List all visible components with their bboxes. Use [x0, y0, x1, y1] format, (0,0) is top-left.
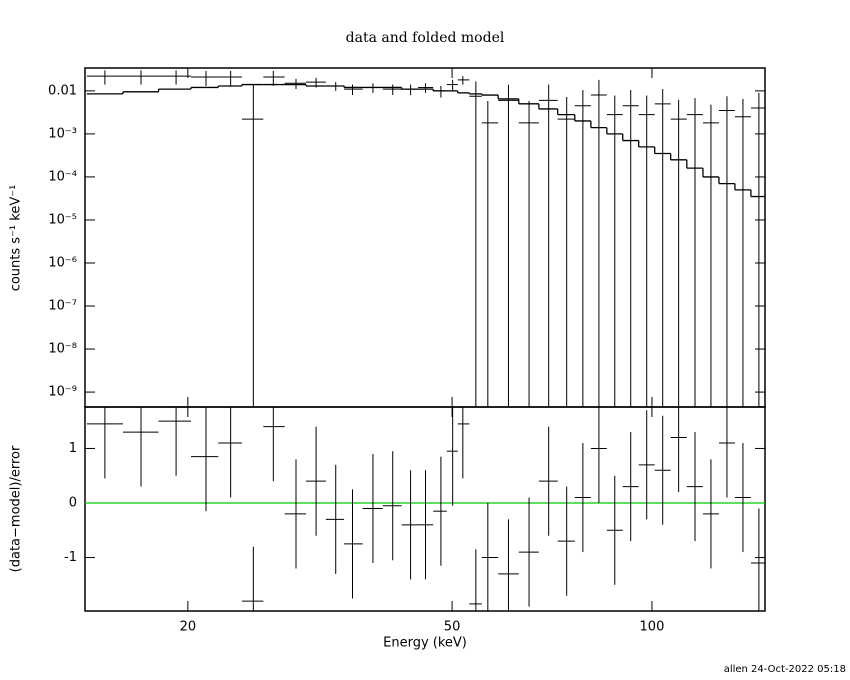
y-tick-label: 10⁻⁴: [48, 169, 77, 184]
y-tick-label: 10⁻⁹: [48, 385, 77, 400]
y-tick-label: 10⁻⁶: [48, 255, 77, 270]
y-tick-label: 0.01: [48, 83, 77, 98]
x-tick-label: 50: [444, 620, 461, 635]
x-tick-label: 100: [640, 620, 665, 635]
x-tick-label: 20: [180, 620, 197, 635]
y-tick-label: 10⁻⁷: [48, 299, 77, 314]
y-tick-label: 10⁻⁵: [48, 212, 77, 227]
x-axis-label: Energy (keV): [383, 636, 467, 651]
y-tick-label: 10⁻³: [48, 126, 77, 141]
footer: allen 24-Oct-2022 05:18: [724, 664, 846, 675]
y-axis-label: counts s⁻¹ keV⁻¹: [9, 185, 24, 292]
y-tick-label: 0: [69, 496, 77, 511]
y-tick-label: 10⁻⁸: [48, 342, 77, 357]
plot-frame: [84, 406, 766, 612]
residual-y-axis-label: (data−model)/error: [9, 445, 24, 572]
y-tick-label: 1: [69, 441, 77, 456]
chart-title: data and folded model: [346, 30, 505, 46]
y-tick-label: -1: [64, 550, 77, 565]
